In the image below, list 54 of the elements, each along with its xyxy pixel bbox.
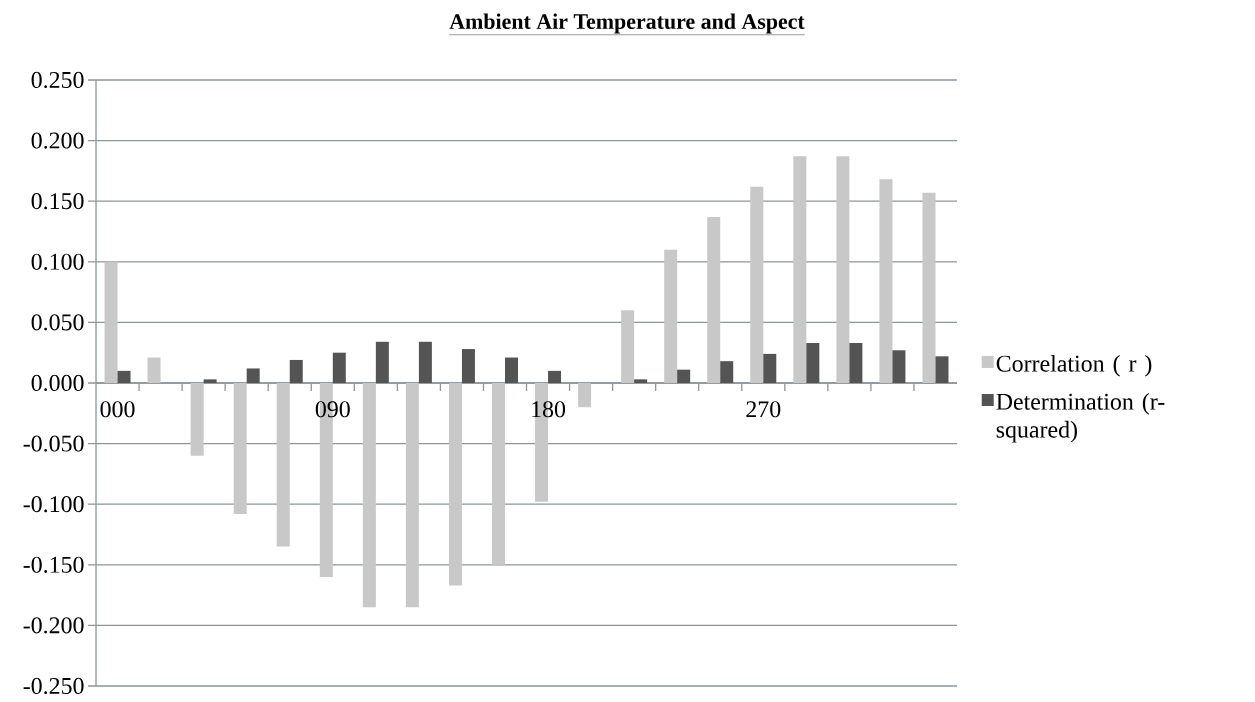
bar bbox=[190, 382, 204, 456]
bar bbox=[664, 249, 678, 383]
y-tick-label: 0.000 bbox=[31, 374, 84, 392]
bar bbox=[621, 310, 635, 383]
bar bbox=[233, 382, 247, 514]
bar bbox=[836, 156, 850, 383]
bar bbox=[922, 192, 936, 383]
bar bbox=[763, 353, 777, 383]
legend-label: Correlation ( r ) bbox=[996, 354, 1152, 377]
bar bbox=[117, 370, 131, 383]
bar bbox=[720, 361, 734, 383]
bar bbox=[276, 382, 290, 547]
bar bbox=[578, 382, 592, 408]
bar bbox=[634, 379, 648, 383]
y-tick-label: -0.050 bbox=[23, 435, 84, 452]
y-tick-label: 0.250 bbox=[31, 71, 84, 89]
bar bbox=[375, 341, 389, 383]
chart-title: Ambient Air Temperature and Aspect bbox=[449, 13, 805, 34]
bar bbox=[104, 261, 118, 383]
bar bbox=[147, 357, 161, 383]
bar bbox=[849, 342, 863, 383]
bar bbox=[892, 350, 906, 383]
bar bbox=[203, 379, 217, 383]
bar bbox=[448, 382, 462, 586]
bar bbox=[806, 342, 820, 383]
bar bbox=[548, 370, 562, 383]
bar bbox=[504, 357, 518, 383]
y-tick-label: 0.200 bbox=[31, 132, 84, 149]
y-tick-label: 0.050 bbox=[31, 314, 84, 331]
legend-label: Determination (r-squared) bbox=[996, 392, 1165, 443]
y-tick-label: -0.100 bbox=[23, 496, 84, 513]
x-tick-label: 000 bbox=[100, 401, 135, 418]
bar bbox=[750, 186, 764, 383]
bar bbox=[246, 368, 260, 383]
bar bbox=[879, 179, 893, 383]
y-tick-label: 0.150 bbox=[31, 193, 84, 210]
bar bbox=[707, 216, 721, 383]
bar bbox=[289, 359, 303, 383]
bar bbox=[793, 156, 807, 383]
x-tick-label: 270 bbox=[746, 401, 781, 418]
y-tick-label: -0.200 bbox=[23, 617, 84, 634]
bar bbox=[405, 382, 419, 608]
bar bbox=[491, 382, 505, 565]
y-tick-label: 0.100 bbox=[31, 253, 84, 270]
bar bbox=[362, 382, 376, 608]
y-tick-label: -0.250 bbox=[23, 677, 84, 695]
bar bbox=[332, 352, 346, 383]
bar bbox=[935, 356, 949, 383]
bar bbox=[418, 341, 432, 383]
bar bbox=[461, 349, 475, 383]
bar bbox=[677, 369, 691, 383]
y-tick-label: -0.150 bbox=[23, 556, 84, 573]
x-tick-label: 180 bbox=[532, 401, 566, 418]
x-tick-label: 090 bbox=[315, 401, 350, 418]
